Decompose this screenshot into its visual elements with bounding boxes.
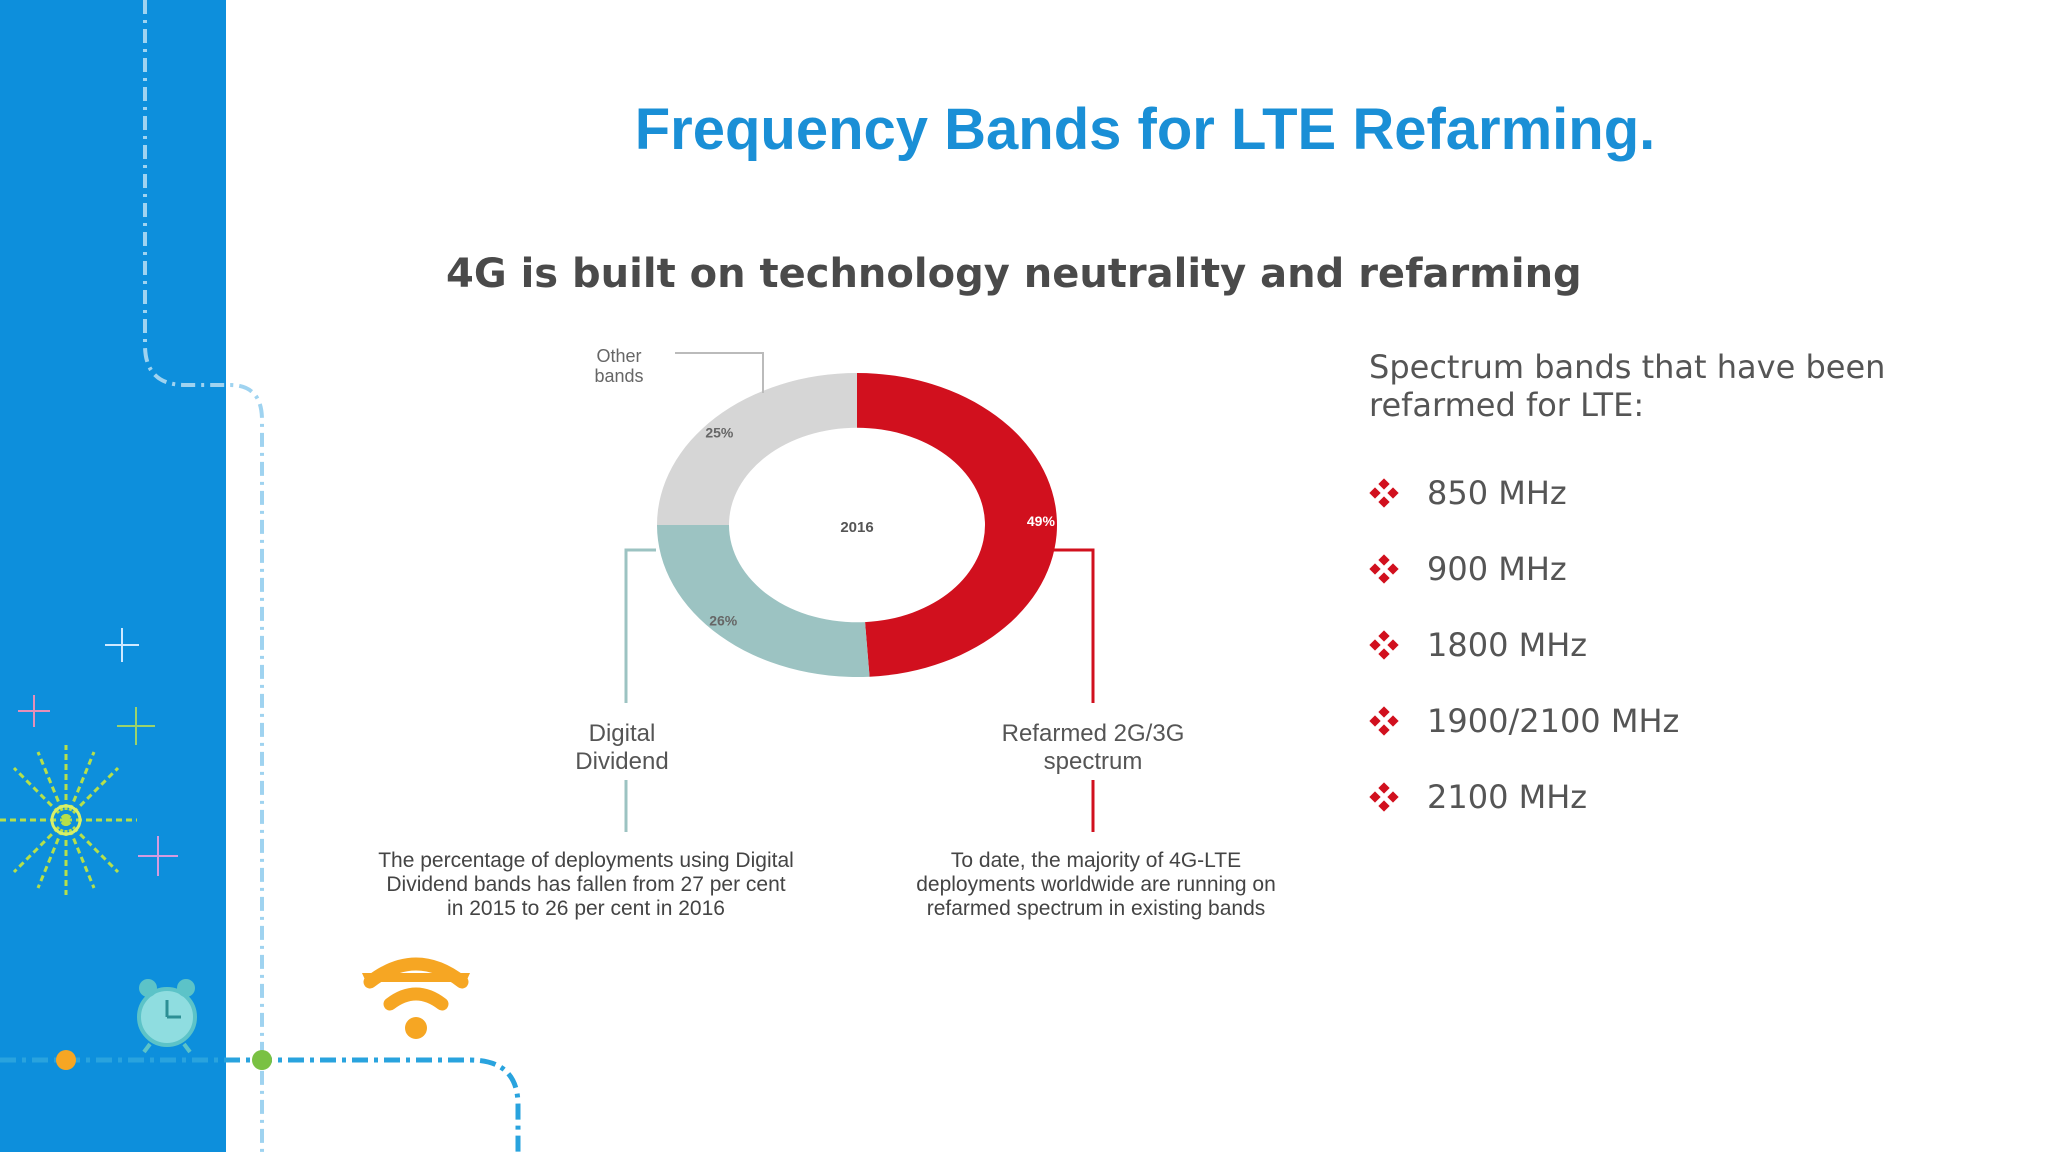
legend-other-bands: Other bands [594,346,644,386]
band-label: 1800 MHz [1427,626,1588,664]
leader-line-refarmed [1045,548,1095,703]
firework-center [50,804,82,836]
legend-digital-dividend: Digital Dividend [575,720,669,775]
wifi-icon-arc [362,973,470,982]
value-label-refarmed: 49% [1027,513,1056,529]
band-label: 1900/2100 MHz [1427,702,1680,740]
band-item: 2100 MHz [1369,759,1679,835]
donut-center-label: 2016 [840,519,873,536]
value-label-digital-dividend: 26% [709,612,738,628]
bands-heading: Spectrum bands that have been refarmed f… [1369,348,1886,424]
circuit-node [252,1050,272,1070]
leader-line-digital-dividend [624,548,656,703]
four-diamond-bullet-icon [1369,473,1427,513]
circuit-line-bottom [0,1057,521,1152]
band-label: 850 MHz [1427,474,1567,512]
band-list: 850 MHz 900 MHz 1800 MHz 1900/2100 MHz 2… [1369,455,1679,835]
sparkle-icon [18,695,50,727]
leader-line-other [675,352,764,393]
legend-refarmed: Refarmed 2G/3G spectrum [1001,720,1185,775]
sparkle-icon [105,628,139,662]
slide-title: Frequency Bands for LTE Refarming. [634,97,1656,162]
four-diamond-bullet-icon [1369,777,1427,817]
four-diamond-bullet-icon [1369,701,1427,741]
alarm-clock-icon [137,979,197,1054]
sparkle-icon [138,836,178,876]
note-digital-dividend: The percentage of deployments using Digi… [378,849,794,920]
band-label: 2100 MHz [1427,778,1588,816]
circuit-line [143,0,264,1152]
band-item: 1800 MHz [1369,607,1679,683]
sparkle-icon [117,707,155,745]
slice-other-bands [657,373,857,525]
band-item: 900 MHz [1369,531,1679,607]
value-label-other-bands: 25% [705,425,734,441]
sidebar-panel [0,0,226,1152]
band-item: 850 MHz [1369,455,1679,531]
band-label: 900 MHz [1427,550,1567,588]
slice-refarmed [857,373,1058,677]
wifi-dot [405,1017,427,1039]
infographic-title: 4G is built on technology neutrality and… [446,251,1582,297]
four-diamond-bullet-icon [1369,549,1427,589]
band-item: 1900/2100 MHz [1369,683,1679,759]
four-diamond-bullet-icon [1369,625,1427,665]
slice-digital-dividend [657,525,870,678]
circuit-node [56,1050,76,1070]
note-refarmed: To date, the majority of 4G-LTE deployme… [916,849,1276,920]
